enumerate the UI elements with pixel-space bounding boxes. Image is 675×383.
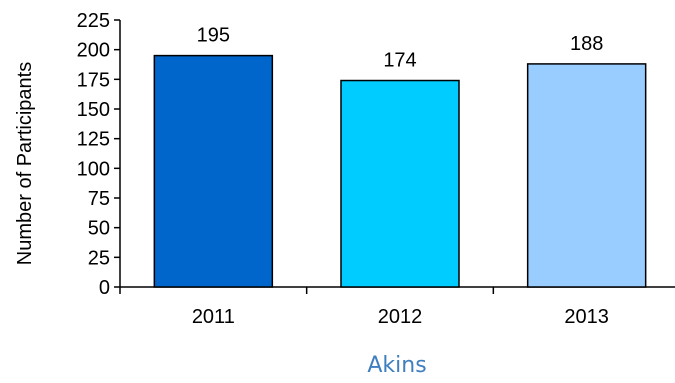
y-tick-label: 50: [88, 218, 110, 240]
x-axis-title: Akins: [367, 353, 426, 378]
y-tick-label: 100: [77, 158, 110, 180]
data-label-2012: 174: [383, 50, 416, 72]
y-tick-label: 125: [77, 129, 110, 151]
bars: [153, 54, 647, 288]
y-axis: 0 25 50 75 100 125 150 175 200 225: [77, 10, 121, 299]
bar-2012: [340, 79, 460, 288]
y-tick-label: 75: [88, 188, 110, 210]
x-tick-label-2013: 2013: [564, 306, 609, 328]
y-tick-label: 150: [77, 99, 110, 121]
data-label-2011: 195: [197, 25, 230, 47]
y-tick-label: 0: [99, 277, 110, 299]
y-tick-label: 25: [88, 247, 110, 269]
data-labels: 195 174 188: [197, 25, 604, 72]
bar-2013: [526, 63, 647, 288]
x-tick-label-2011: 2011: [192, 306, 235, 328]
x-axis: 2011 2012 2013: [119, 286, 675, 328]
y-tick-label: 200: [77, 40, 110, 62]
x-tick-label-2012: 2012: [378, 306, 423, 328]
y-tick-label: 225: [77, 10, 110, 32]
y-tick-label: 175: [77, 69, 110, 91]
bar-2011: [153, 54, 274, 288]
data-label-2013: 188: [570, 33, 603, 55]
y-axis-title: Number of Participants: [14, 62, 36, 265]
